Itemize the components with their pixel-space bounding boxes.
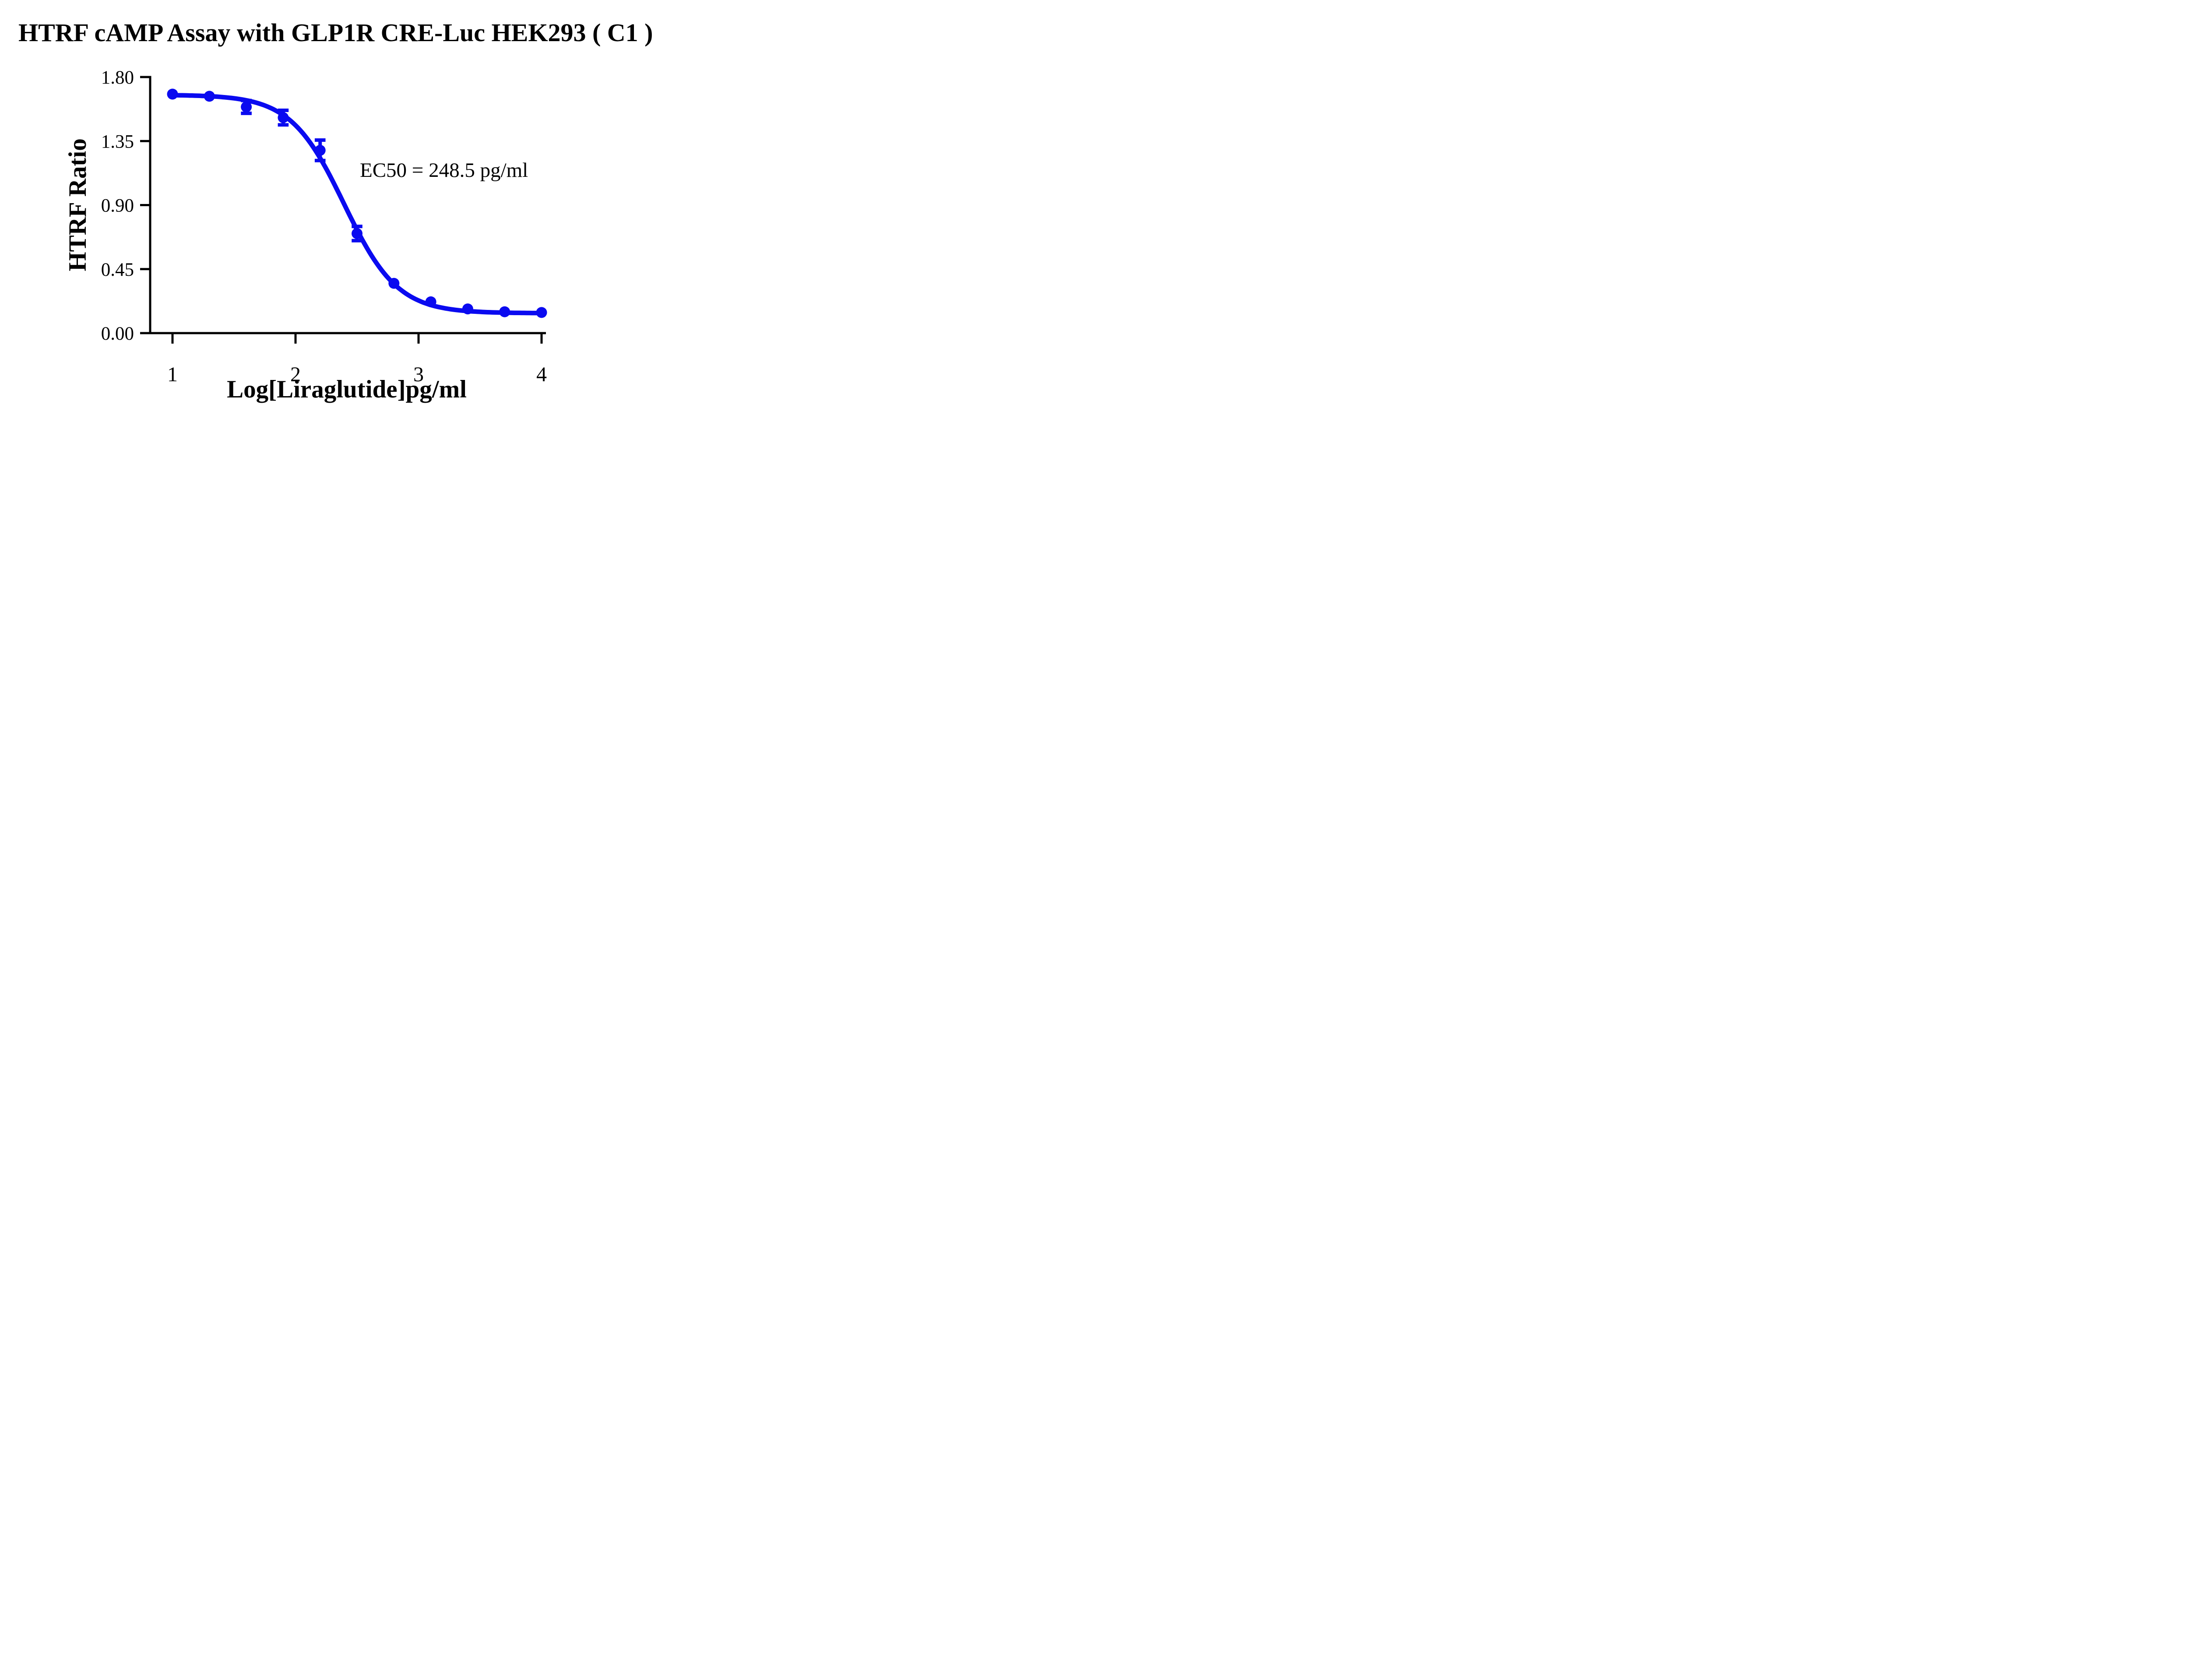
data-point	[241, 101, 252, 112]
data-point	[278, 112, 289, 123]
data-point	[388, 278, 400, 289]
dose-response-chart: HTRF cAMP Assay with GLP1R CRE-Luc HEK29…	[18, 18, 653, 403]
x-tick-label: 1	[167, 363, 178, 386]
y-tick-label: 0.00	[101, 323, 134, 344]
data-point	[167, 88, 178, 100]
y-axis-title: HTRF Ratio	[64, 138, 92, 271]
y-tick-label: 1.80	[101, 67, 134, 88]
y-tick-label: 0.45	[101, 260, 134, 280]
x-tick-label: 2	[290, 363, 301, 386]
error-bars	[171, 92, 543, 314]
y-axis-ticks: 0.00 0.45 0.90 1.35 1.80	[101, 67, 150, 344]
x-axis-title: Log[Liraglutide]pg/ml	[227, 376, 467, 403]
data-point	[425, 296, 436, 307]
y-tick-label: 1.35	[101, 131, 134, 152]
data-point	[314, 144, 326, 156]
x-tick-label: 4	[536, 363, 547, 386]
data-point	[352, 228, 362, 239]
x-axis-ticks: 1 2 3 4	[167, 333, 547, 386]
chart-title: HTRF cAMP Assay with GLP1R CRE-Luc HEK29…	[18, 18, 653, 47]
data-points	[167, 88, 547, 318]
data-point	[462, 303, 473, 315]
x-tick-label: 3	[413, 363, 424, 386]
data-point	[204, 91, 215, 102]
data-point	[499, 306, 510, 317]
y-tick-label: 0.90	[101, 196, 134, 216]
fit-curve	[170, 93, 544, 316]
data-point	[536, 307, 547, 318]
ec50-annotation: EC50 = 248.5 pg/ml	[360, 159, 528, 182]
